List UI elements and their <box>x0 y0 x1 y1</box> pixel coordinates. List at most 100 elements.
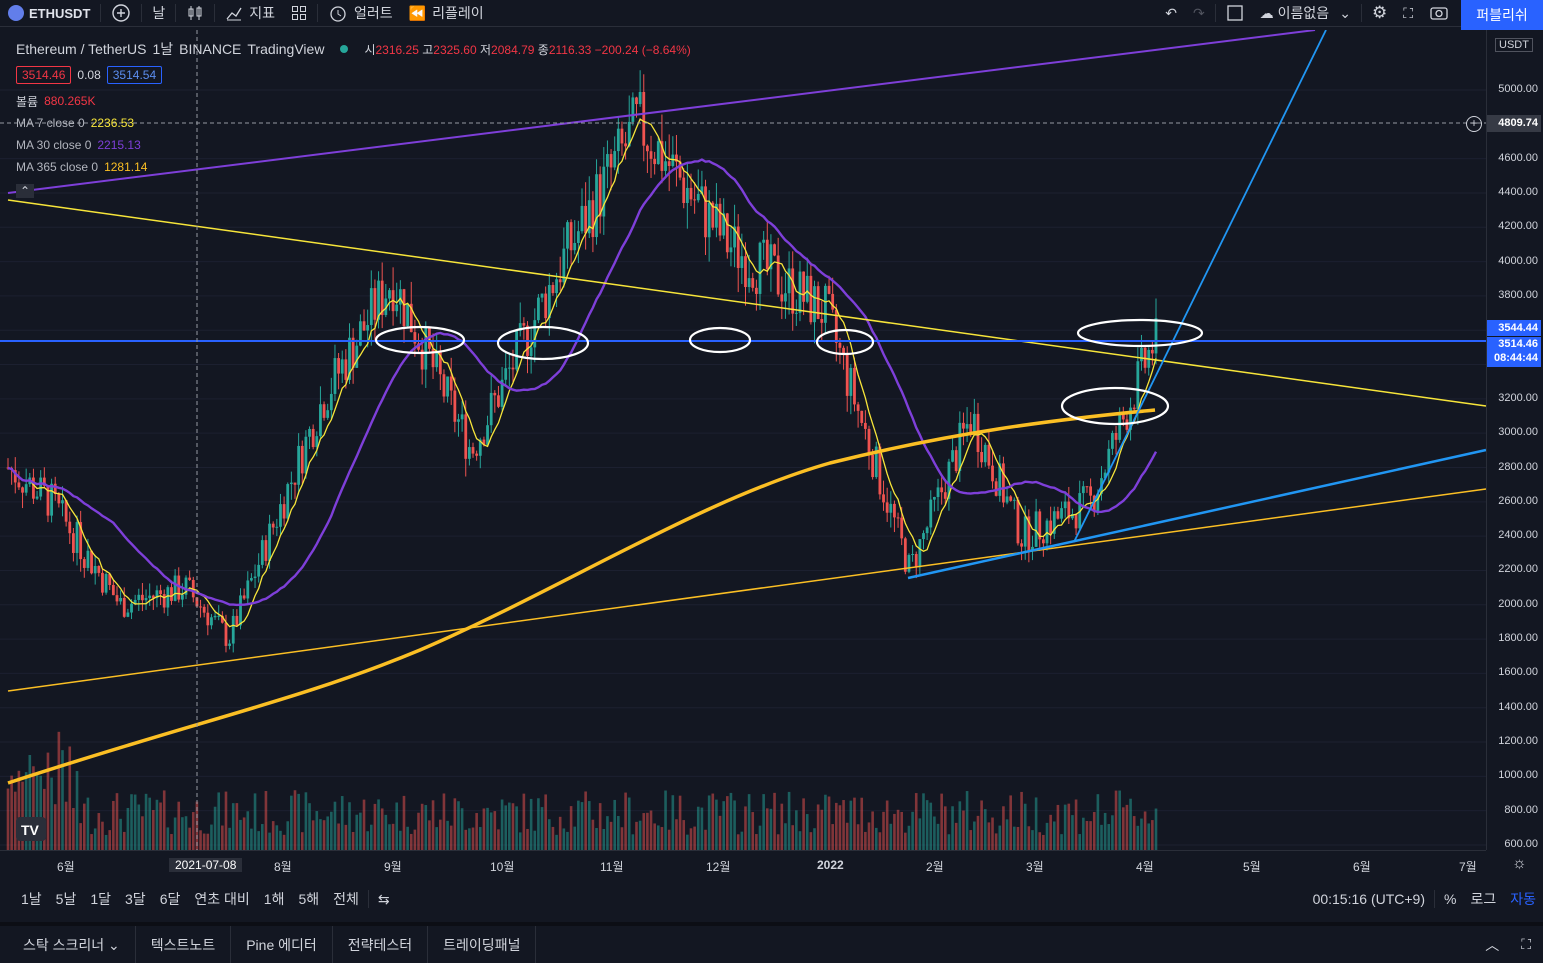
panel-tab[interactable]: Pine 에디터 <box>231 926 333 963</box>
candle-body <box>849 367 853 396</box>
log-toggle[interactable]: 로그 <box>1470 891 1497 907</box>
candle-body <box>809 275 813 323</box>
hand-drawn-circle <box>688 326 752 354</box>
alert-button[interactable]: 얼러트 <box>320 0 401 26</box>
volume-bar <box>1114 790 1118 850</box>
auto-toggle[interactable]: 자동 <box>1510 891 1536 907</box>
volume-bar <box>348 802 351 850</box>
candle-body <box>148 595 152 599</box>
bid-price[interactable]: 3514.46 <box>16 66 72 84</box>
clock[interactable]: 00:15:16 (UTC+9) <box>1312 891 1426 907</box>
panel-tab[interactable]: 스탁 스크리너 ⌄ <box>8 926 136 963</box>
volume-bar <box>210 824 213 850</box>
candle-body <box>798 271 802 313</box>
chart-type-button[interactable] <box>178 0 212 26</box>
volume-bar <box>101 821 104 850</box>
volume-bar <box>28 754 32 850</box>
volume-bar <box>330 811 333 850</box>
candle-body <box>537 297 540 321</box>
volume-bar <box>322 820 326 850</box>
compare-button[interactable] <box>103 0 139 26</box>
candle-body <box>784 293 787 302</box>
crosshair-plus-button[interactable]: + <box>1466 116 1482 132</box>
currency-label[interactable]: USDT <box>1495 38 1533 52</box>
candle-body <box>820 319 824 323</box>
layout-button[interactable] <box>1218 0 1252 26</box>
range-button[interactable]: 5해 <box>298 891 320 907</box>
indicators-button[interactable]: 지표 <box>217 0 283 26</box>
interval-button[interactable]: 날 <box>152 5 166 21</box>
volume-bar <box>21 781 24 850</box>
volume-bar <box>627 797 631 850</box>
volume-bar <box>918 818 922 850</box>
ask-price[interactable]: 3514.54 <box>106 66 163 84</box>
range-button[interactable]: 3달 <box>125 891 146 907</box>
range-button[interactable]: 연초 대비 <box>194 891 250 907</box>
range-button[interactable]: 5날 <box>55 891 77 907</box>
range-button[interactable]: 1날 <box>21 891 42 907</box>
save-layout-button[interactable]: ☁ 이름없음 ⌄ <box>1252 0 1359 26</box>
price-axis[interactable]: USDT 5000.00 4600.00 4400.00 4200.00 4000.00… <box>1486 30 1543 850</box>
replay-button[interactable]: ⏪ 리플레이 <box>401 0 492 26</box>
time-tick: 3월 <box>1026 860 1044 874</box>
legend-ma7[interactable]: MA 7 close 0 2236.53 <box>16 116 135 130</box>
time-axis[interactable]: 6월 2021-07-08 8월 9월 10월 11월 12월 2022 2월 3월 4월 5월 6월 7… <box>0 850 1527 879</box>
legend-volume[interactable]: 볼륨 880.265K <box>16 94 96 109</box>
candle-body <box>645 145 649 152</box>
templates-button[interactable] <box>283 0 315 26</box>
market-status-dot-icon <box>340 45 349 53</box>
volume-bar <box>558 816 562 850</box>
candle-body <box>889 503 893 513</box>
legend-ma30[interactable]: MA 30 close 0 2215.13 <box>16 138 141 152</box>
volume-bar <box>13 791 17 850</box>
volume-bar <box>1103 812 1107 850</box>
range-button[interactable]: 6달 <box>159 891 181 907</box>
goto-date-icon[interactable]: ⇆ <box>377 890 390 907</box>
candle-body <box>824 285 827 323</box>
volume-bar <box>1056 804 1060 850</box>
percent-toggle[interactable]: % <box>1444 891 1457 907</box>
publish-button[interactable]: 퍼블리쉬 <box>1461 0 1543 30</box>
candle-body <box>1002 463 1005 503</box>
candle-body <box>1140 347 1143 362</box>
panel-tab[interactable]: 트레이딩패널 <box>428 926 537 963</box>
gear-icon: ⚙ <box>1371 3 1388 22</box>
legend-ma365[interactable]: MA 365 close 0 1281.14 <box>16 160 148 174</box>
price-chart[interactable]: TV <box>0 30 1543 850</box>
candle-body <box>656 141 660 165</box>
candle-body <box>573 242 577 251</box>
candle-body <box>660 141 664 171</box>
volume-bar <box>591 819 595 850</box>
volume-bar <box>319 819 322 850</box>
undo-button[interactable]: ↶ <box>1157 0 1185 26</box>
volume-bar <box>435 827 438 850</box>
candle-body <box>61 500 64 504</box>
maximize-panel-icon[interactable]: ⛶ <box>1521 936 1531 952</box>
range-button[interactable]: 1달 <box>90 891 112 907</box>
volume-bar <box>315 811 319 850</box>
time-axis-settings-icon[interactable]: ☼ <box>1512 855 1527 872</box>
snapshot-button[interactable] <box>1421 0 1457 26</box>
volume-bar <box>133 794 137 850</box>
fullscreen-button[interactable]: ⛶ <box>1395 0 1421 26</box>
volume-bar <box>595 827 598 850</box>
settings-button[interactable]: ⚙ <box>1364 0 1395 26</box>
range-button[interactable]: 전체 <box>333 891 359 907</box>
volume-bar <box>460 808 464 850</box>
chevron-up-icon[interactable]: ︿ <box>1485 936 1500 953</box>
volume-bar <box>261 824 264 850</box>
candle-body <box>293 482 297 485</box>
replay-label: 리플레이 <box>432 5 484 21</box>
panel-tab[interactable]: 전략테스터 <box>333 926 429 963</box>
volume-bar <box>300 832 304 850</box>
candle-body <box>893 503 896 518</box>
symbol-search[interactable]: ETHUSDT <box>0 0 98 26</box>
redo-button[interactable]: ↷ <box>1185 0 1213 26</box>
volume-bar <box>791 825 795 850</box>
collapse-legend-button[interactable]: ⌃ <box>16 180 691 202</box>
panel-tab[interactable]: 텍스트노트 <box>136 926 232 963</box>
volume-bar <box>362 799 366 850</box>
candle-body <box>177 575 181 600</box>
range-button[interactable]: 1해 <box>263 891 285 907</box>
candle-body <box>1052 511 1056 534</box>
